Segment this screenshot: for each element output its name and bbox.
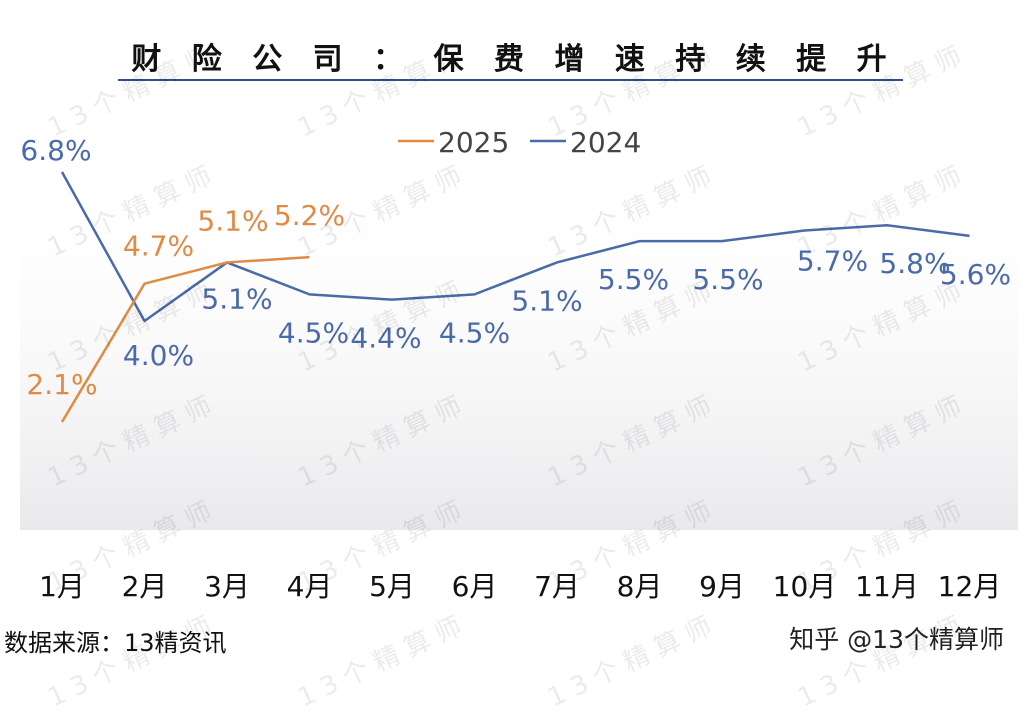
- series-line-2025: [60, 255, 310, 423]
- data-label: 4.5%: [439, 316, 510, 349]
- series-line-2024: [60, 171, 970, 323]
- data-label: 5.1%: [511, 284, 582, 317]
- legend-label-2025: 2025: [438, 126, 509, 159]
- x-tick-label: 11月: [855, 570, 919, 603]
- data-label: 5.2%: [274, 199, 345, 232]
- data-label: 5.1%: [197, 204, 268, 237]
- data-label: 4.7%: [123, 230, 194, 263]
- x-tick-label: 3月: [204, 570, 250, 603]
- legend-label-2024: 2024: [570, 126, 641, 159]
- x-tick-label: 5月: [369, 570, 415, 603]
- x-tick-label: 9月: [699, 570, 745, 603]
- chart-title: 财 险 公 司 ： 保 费 增 速 持 续 提 升: [131, 42, 897, 77]
- data-label: 5.5%: [692, 263, 763, 296]
- data-label: 4.5%: [278, 316, 349, 349]
- x-tick-label: 12月: [938, 570, 1002, 603]
- data-label: 4.0%: [123, 339, 194, 372]
- x-axis: 1月 2月 3月 4月 5月 6月 7月 8月 9月 10月 11月 12月: [39, 570, 1001, 603]
- x-tick-label: 1月: [39, 570, 85, 603]
- data-label: 5.7%: [797, 245, 868, 278]
- data-label: 2.1%: [26, 368, 97, 401]
- data-label: 5.1%: [201, 282, 272, 315]
- data-label: 4.4%: [350, 322, 421, 355]
- x-tick-label: 8月: [617, 570, 663, 603]
- data-source-note: 数据来源：13精资讯: [4, 629, 227, 657]
- x-tick-label: 10月: [773, 570, 837, 603]
- series-2024: 6.8%4.0%5.1%4.5% 4.4% 4.5%5.1%5.5% 5.5%5.7%…: [20, 134, 1011, 372]
- x-tick-label: 6月: [452, 570, 498, 603]
- author-credit: 知乎 @13个精算师: [789, 625, 1004, 654]
- x-tick-label: 2月: [122, 570, 168, 603]
- data-label: 5.8%: [879, 247, 950, 280]
- data-label: 5.5%: [598, 263, 669, 296]
- legend: 2025 2024: [398, 126, 641, 159]
- x-tick-label: 7月: [534, 570, 580, 603]
- line-chart: 2025 2024 6.8%4.0%5.1%4.5% 4.4% 4.5%5.1%5.5…: [20, 126, 1018, 603]
- data-label: 6.8%: [20, 134, 91, 167]
- title-underline: [118, 79, 903, 81]
- plot-background: [20, 160, 1018, 530]
- x-tick-label: 4月: [287, 570, 333, 603]
- data-label: 5.6%: [940, 258, 1011, 291]
- series-2025: 2.1%4.7%5.1% 5.2%: [26, 199, 345, 423]
